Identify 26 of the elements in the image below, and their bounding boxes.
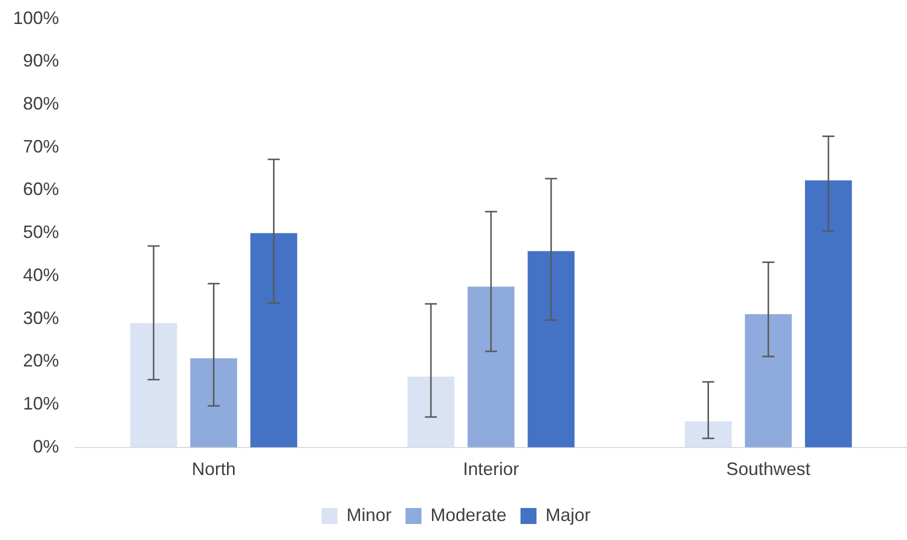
x-tick-label: North (192, 459, 236, 480)
legend-label: Moderate (430, 504, 507, 525)
bar (684, 421, 732, 448)
y-tick-label: 0% (33, 436, 60, 456)
x-tick-label: Interior (463, 459, 520, 480)
bar (130, 323, 178, 448)
bar (528, 251, 575, 448)
y-tick-label: 30% (23, 308, 60, 328)
legend-label: Major (546, 504, 591, 525)
y-tick-label: 90% (23, 50, 60, 71)
y-tick-label: 60% (23, 179, 60, 200)
y-tick-label: 10% (23, 394, 60, 414)
y-tick-label: 50% (23, 222, 60, 242)
bar (744, 314, 792, 448)
y-tick-label: 100% (12, 8, 60, 28)
bar (190, 358, 238, 448)
y-tick-label: 20% (23, 350, 60, 371)
bar (468, 286, 514, 448)
x-tick-label: Southwest (726, 459, 810, 480)
y-tick-label: 80% (23, 93, 60, 114)
bar (408, 376, 454, 448)
legend-label: Minor (346, 504, 392, 525)
y-tick-label: 70% (23, 136, 60, 156)
bar (250, 233, 298, 448)
y-tick-label: 40% (23, 264, 60, 285)
bar (804, 180, 852, 448)
